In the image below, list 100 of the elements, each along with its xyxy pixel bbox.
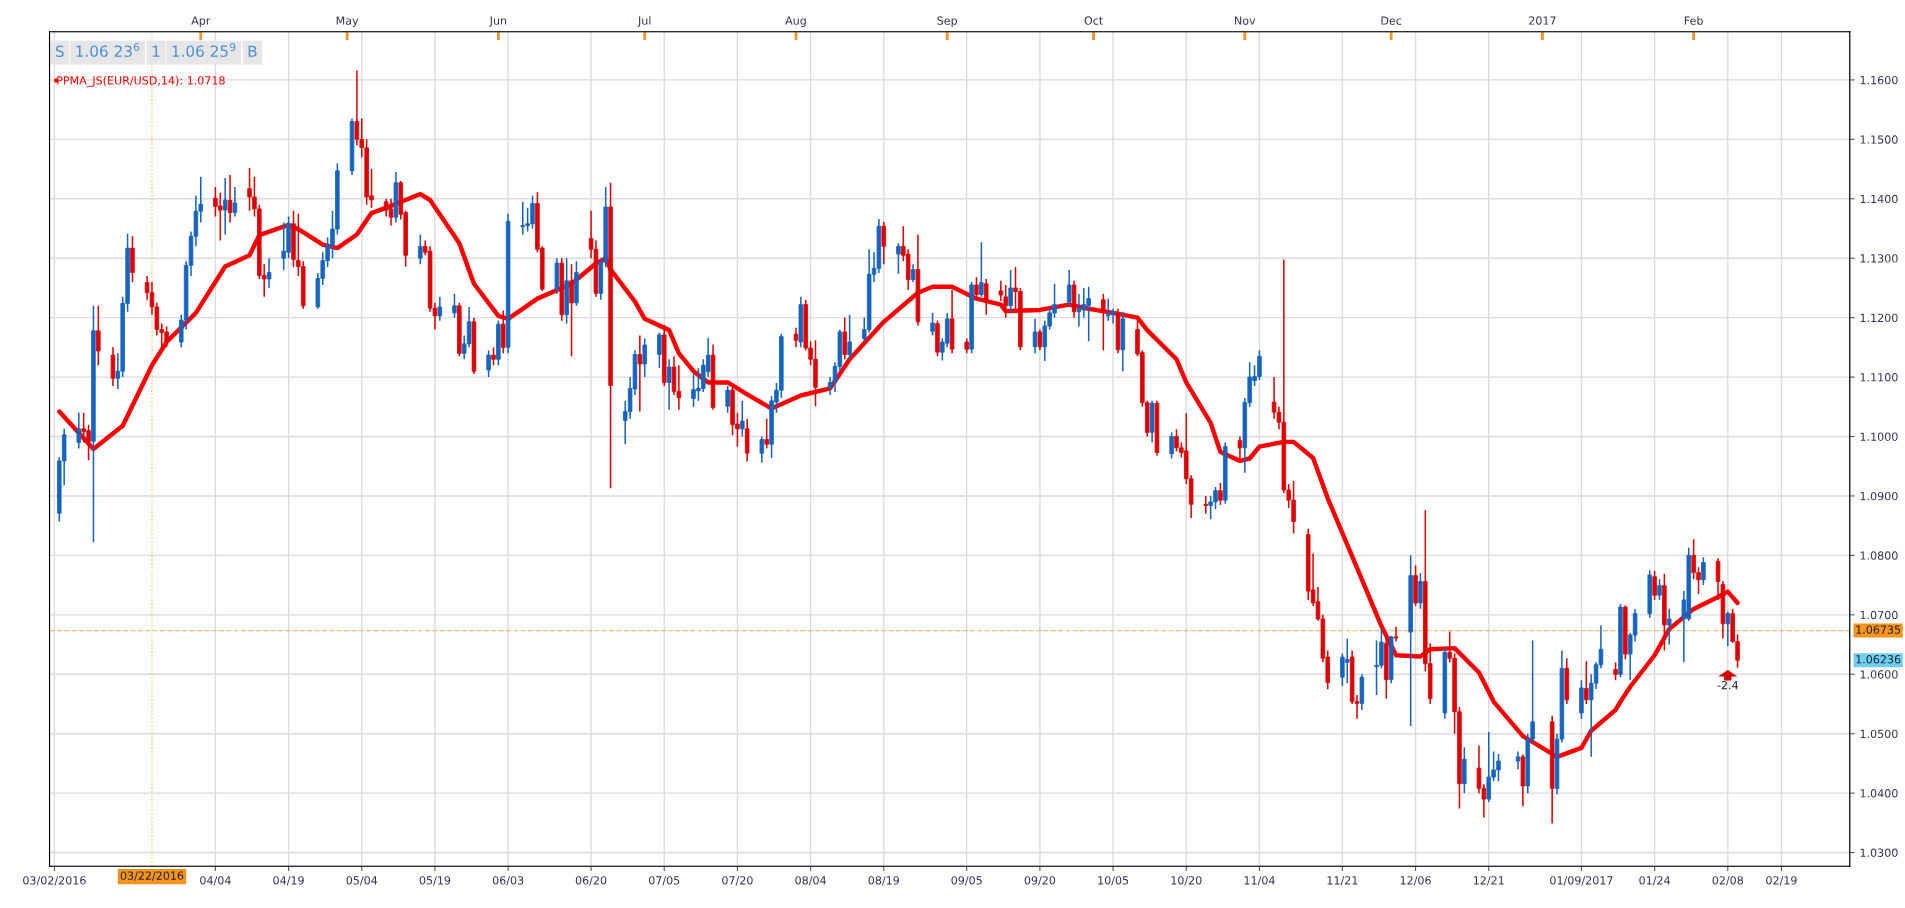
candlestick: [1076, 293, 1082, 328]
x-tick-label: 09/05: [951, 876, 982, 886]
candlestick: [76, 411, 82, 450]
x2-tick-label: Feb: [1684, 16, 1703, 25]
x-tick-label: 07/05: [648, 876, 680, 886]
candlestick: [266, 257, 272, 289]
x-tick-label: 01/09/2017: [1550, 876, 1613, 886]
candlestick: [998, 280, 1004, 302]
candlestick: [227, 174, 233, 224]
annotation: 1: [152, 45, 160, 57]
annotation: S: [55, 45, 64, 58]
candlestick: [842, 316, 847, 361]
x-tick-label: 02/08: [1712, 876, 1744, 886]
x2-tick-label: Sep: [937, 16, 958, 27]
candlestick: [1667, 608, 1672, 646]
candlestick: [1657, 578, 1662, 601]
y-tick-label: 1.0900: [1860, 491, 1898, 501]
y-tick-label: 1.1600: [1860, 75, 1898, 85]
candlestick: [930, 312, 935, 337]
candlestick: [759, 435, 765, 464]
candlestick: [1218, 482, 1223, 506]
candlestick: [1169, 431, 1174, 460]
candlestick: [486, 349, 491, 378]
annotation: B: [248, 45, 257, 57]
x-tick-label: 12/06: [1400, 876, 1431, 886]
candlestick: [1066, 269, 1072, 307]
text: 1.06236: [1856, 655, 1901, 664]
x2-tick-label: Apr: [191, 16, 211, 27]
candlestick: [666, 358, 672, 411]
annotation: 1.06 23$^{6}$: [76, 42, 140, 57]
x2-tick-label: May: [336, 16, 359, 27]
candlestick: [437, 296, 443, 322]
y-tick-label: 1.1500: [1860, 135, 1898, 144]
candlestick: [1037, 328, 1043, 352]
legend-label: PPMA_JS(EUR/USD,14): 1.0718: [57, 76, 225, 88]
candlestick: [642, 337, 647, 378]
x-tick-label: 06/20: [575, 876, 607, 886]
y-tick-label: 1.0500: [1860, 729, 1898, 739]
candlestick: [983, 278, 989, 316]
x-tick-label: 11/04: [1244, 876, 1275, 886]
x2-tick-label: Jul: [637, 16, 651, 27]
y-tick-label: 1.0800: [1860, 551, 1898, 560]
y-tick-label: 1.1100: [1860, 373, 1898, 382]
candlestick: [740, 400, 745, 438]
candlestick: [881, 221, 887, 265]
x-tick-label: 12/21: [1473, 876, 1504, 886]
candlestick: [637, 334, 643, 413]
candlestick: [96, 305, 101, 366]
line-series: [57, 191, 1740, 760]
x-tick-label: 01/24: [1639, 876, 1670, 886]
ref-line-label: 1.06735: [1856, 625, 1901, 634]
candlestick: [725, 385, 730, 414]
candlestick: [657, 331, 662, 369]
annotation: 1.06 25$^{9}$: [172, 42, 236, 57]
candlestick: [501, 309, 506, 355]
x-tick-label: 09/20: [1024, 876, 1056, 886]
candlestick: [1003, 284, 1008, 319]
x-tick-label: 04/19: [273, 876, 304, 886]
candlestick: [793, 326, 799, 349]
x-tick-label: 11/21: [1327, 876, 1358, 886]
x-tick-label: 08/19: [868, 876, 900, 886]
x2-tick-label: 2017: [1529, 16, 1556, 25]
candlestick: [764, 417, 769, 450]
y-tick-label: 1.0400: [1860, 789, 1898, 798]
candlestick: [1110, 307, 1116, 325]
x2-tick-label: Dec: [1381, 16, 1402, 25]
candlestick: [1008, 269, 1013, 313]
candlestick: [1418, 572, 1423, 610]
candlestick: [1203, 495, 1209, 515]
x2-tick-label: Oct: [1084, 16, 1103, 25]
x-tick-label: 02/19: [1766, 876, 1797, 886]
y-tick-label: 1.0700: [1860, 610, 1898, 620]
y-tick-label: 1.0300: [1860, 848, 1898, 857]
y-tick-label: 1.1200: [1860, 313, 1898, 323]
candlestick: [974, 276, 979, 301]
candlestick: [847, 313, 852, 361]
x-tick-label: 05/19: [419, 876, 451, 886]
x2-tick-label: Jun: [489, 16, 507, 27]
y-tick-label: 1.1300: [1860, 254, 1898, 263]
x-tick-label: 10/20: [1171, 876, 1202, 886]
candlestick: [110, 346, 116, 387]
candlestick: [1701, 556, 1706, 586]
candlestick: [979, 241, 984, 298]
candlestick: [1237, 435, 1243, 462]
candlestick: [1101, 293, 1106, 352]
candlestick: [418, 233, 423, 265]
x2-tick-label: Nov: [1235, 16, 1256, 25]
candlestick: [1652, 570, 1657, 601]
ref-line-label: 03/22/2016: [120, 871, 184, 881]
candlestick: [1032, 318, 1038, 355]
candlestick: [896, 242, 901, 275]
x-tick-label: 06/03: [492, 876, 524, 886]
y-tick-label: 1.0600: [1860, 670, 1898, 679]
x-tick-label: 08/04: [795, 876, 826, 886]
y-tick-label: 1.1000: [1860, 432, 1898, 441]
candlestick: [452, 293, 457, 319]
candlestick: [388, 198, 394, 227]
candlestick: [232, 186, 238, 218]
annotation: -2.4: [1717, 680, 1739, 690]
x-tick-label: 10/05: [1098, 876, 1129, 886]
